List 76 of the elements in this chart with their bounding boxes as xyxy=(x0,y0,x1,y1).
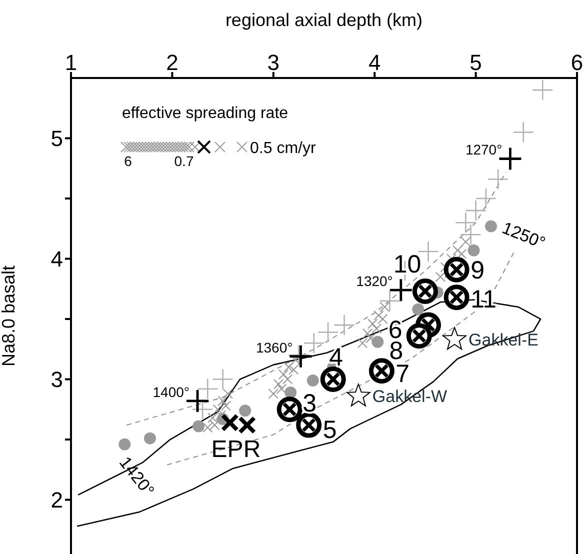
point xyxy=(208,412,218,423)
legend-title: effective spreading rate xyxy=(122,105,288,122)
point xyxy=(296,412,322,438)
x-tick-label: 1 xyxy=(64,50,78,75)
y-tick-label: 3 xyxy=(50,367,63,392)
annotation: 1400° xyxy=(152,384,190,400)
point xyxy=(460,236,471,247)
point xyxy=(282,374,293,384)
point xyxy=(468,244,480,256)
point xyxy=(218,396,228,406)
annotation: 1320° xyxy=(356,273,393,290)
point xyxy=(306,374,319,386)
annotation: 7 xyxy=(396,360,410,388)
annotation: 4 xyxy=(329,343,344,372)
point xyxy=(192,420,205,432)
point xyxy=(380,302,390,312)
point xyxy=(488,169,508,190)
annotation: 10 xyxy=(393,250,422,278)
point xyxy=(406,323,432,349)
point xyxy=(456,212,476,233)
point xyxy=(212,369,233,390)
point xyxy=(466,200,486,221)
point xyxy=(412,278,438,304)
point xyxy=(346,384,370,406)
point xyxy=(372,336,384,348)
point xyxy=(380,290,400,311)
point xyxy=(198,378,218,399)
point xyxy=(238,416,256,434)
point xyxy=(273,379,284,390)
annotation: 0.5 cm/yr xyxy=(250,140,316,157)
point xyxy=(357,338,368,348)
point xyxy=(220,400,231,411)
annotation: 6 xyxy=(124,153,132,169)
x-tick-label: 5 xyxy=(470,50,482,75)
point xyxy=(239,404,252,417)
annotation: 1360° xyxy=(256,339,293,356)
point xyxy=(210,420,220,430)
point xyxy=(372,324,382,334)
annotation: 0.7 xyxy=(174,153,194,169)
y-axis-title: Na8.0 basalt xyxy=(0,265,18,367)
point xyxy=(288,364,299,375)
y-tick-label: 4 xyxy=(50,246,63,272)
point xyxy=(513,122,534,142)
annotation: 3 xyxy=(302,389,316,418)
point xyxy=(276,396,302,422)
annotation: 5 xyxy=(322,416,337,444)
point xyxy=(334,315,354,336)
x-tick-label: 4 xyxy=(368,50,381,75)
point xyxy=(444,284,470,310)
annotation: 1250° xyxy=(499,218,548,253)
x-tick-label: 6 xyxy=(570,50,584,75)
point xyxy=(412,303,424,316)
point xyxy=(444,256,470,282)
point xyxy=(222,388,233,399)
point xyxy=(368,358,394,384)
point xyxy=(320,366,346,392)
annotation: EPR xyxy=(211,436,261,464)
x-tick-label: 3 xyxy=(267,50,280,75)
point xyxy=(268,388,278,399)
point xyxy=(118,438,131,450)
annotation: 1270° xyxy=(465,142,502,158)
point xyxy=(144,432,156,444)
point xyxy=(435,272,446,282)
x-axis-title: regional axial depth (km) xyxy=(225,10,423,30)
point xyxy=(318,322,338,342)
point xyxy=(221,414,238,432)
x-tick-label: 2 xyxy=(166,50,178,75)
y-tick-label: 5 xyxy=(50,126,63,152)
point xyxy=(378,314,388,324)
point xyxy=(484,220,497,232)
y-tick-label: 2 xyxy=(50,488,63,513)
point xyxy=(460,224,481,245)
annotation: 9 xyxy=(470,256,484,285)
point xyxy=(442,327,466,350)
point xyxy=(284,386,297,399)
point xyxy=(304,333,324,354)
